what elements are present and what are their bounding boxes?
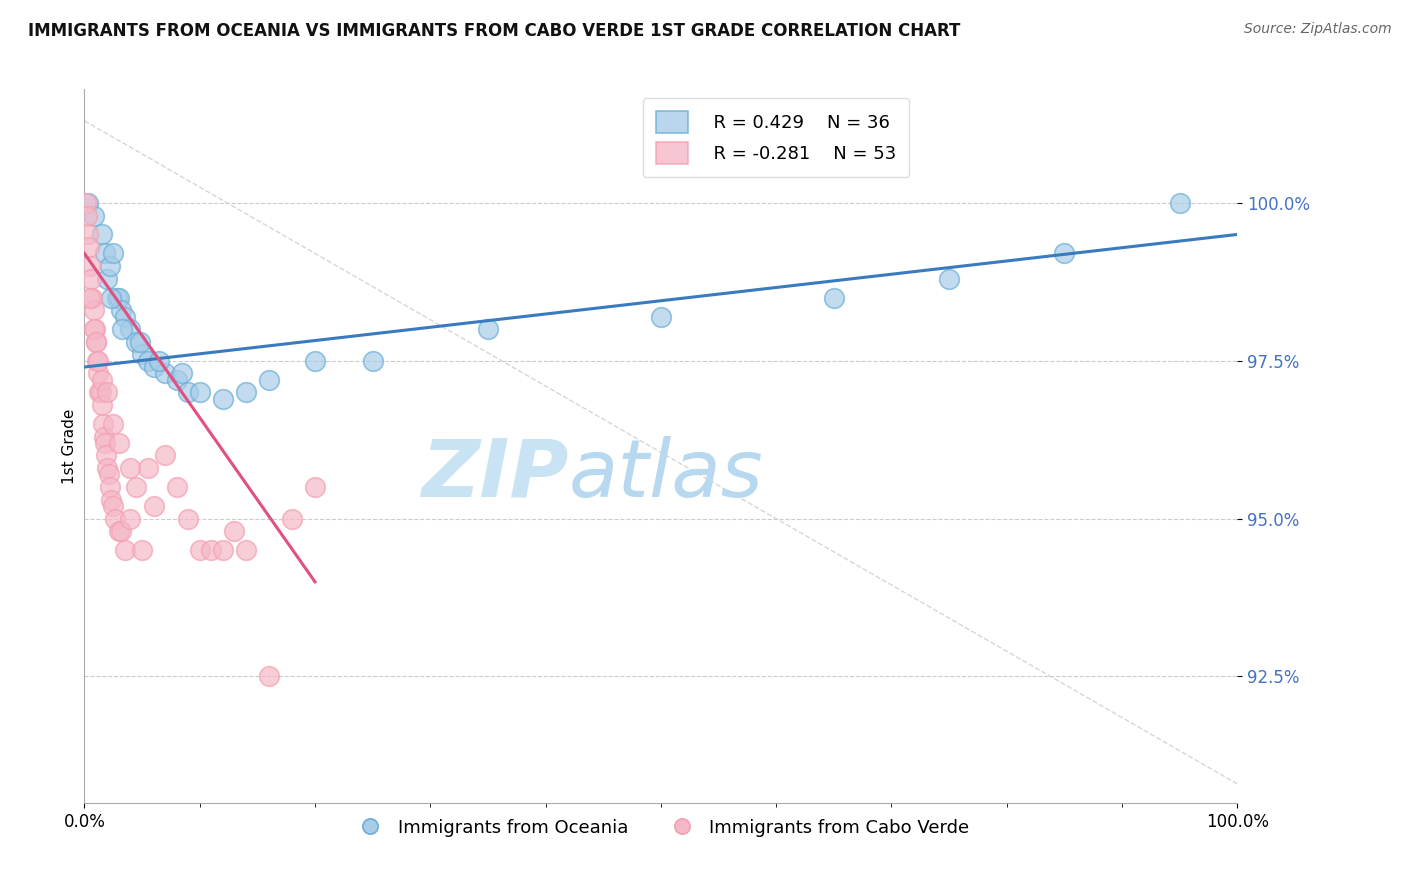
Point xyxy=(136,353,159,368)
Point xyxy=(938,271,960,285)
Point xyxy=(128,334,150,349)
Point xyxy=(76,209,98,223)
Point xyxy=(142,360,165,375)
Point xyxy=(257,373,280,387)
Point xyxy=(188,543,211,558)
Point xyxy=(200,543,222,558)
Point xyxy=(96,449,118,463)
Point xyxy=(103,417,124,431)
Point xyxy=(304,480,326,494)
Point xyxy=(75,195,97,210)
Point xyxy=(136,461,159,475)
Point xyxy=(87,367,110,381)
Point xyxy=(177,385,200,400)
Point xyxy=(1053,246,1076,260)
Point xyxy=(100,291,122,305)
Point xyxy=(131,543,153,558)
Point xyxy=(120,322,142,336)
Point xyxy=(211,543,233,558)
Point xyxy=(650,310,672,324)
Point xyxy=(83,303,105,318)
Point xyxy=(87,353,110,368)
Point xyxy=(79,291,101,305)
Point xyxy=(148,353,170,368)
Point xyxy=(153,449,176,463)
Point xyxy=(177,511,200,525)
Point xyxy=(235,385,257,400)
Point xyxy=(77,240,100,254)
Point xyxy=(90,398,112,412)
Point xyxy=(114,310,136,324)
Point xyxy=(110,303,132,318)
Point xyxy=(94,246,117,260)
Point xyxy=(76,195,98,210)
Point xyxy=(257,669,280,683)
Point xyxy=(304,353,326,368)
Point xyxy=(94,435,117,450)
Point xyxy=(89,385,111,400)
Point xyxy=(104,511,127,525)
Point xyxy=(235,543,257,558)
Point xyxy=(823,291,845,305)
Point xyxy=(166,373,188,387)
Point xyxy=(153,367,176,381)
Point xyxy=(97,467,120,482)
Point xyxy=(80,271,103,285)
Text: Source: ZipAtlas.com: Source: ZipAtlas.com xyxy=(1244,22,1392,37)
Point xyxy=(172,367,194,381)
Point xyxy=(142,499,165,513)
Legend: Immigrants from Oceania, Immigrants from Cabo Verde: Immigrants from Oceania, Immigrants from… xyxy=(344,812,977,844)
Point xyxy=(166,480,188,494)
Point xyxy=(79,259,101,273)
Point xyxy=(131,347,153,361)
Point xyxy=(83,322,105,336)
Point xyxy=(91,417,114,431)
Point xyxy=(76,227,98,242)
Point xyxy=(211,392,233,406)
Point xyxy=(108,291,131,305)
Point xyxy=(125,334,148,349)
Point xyxy=(477,322,499,336)
Point xyxy=(83,209,105,223)
Point xyxy=(83,322,105,336)
Point xyxy=(103,246,124,260)
Point xyxy=(90,373,112,387)
Y-axis label: 1st Grade: 1st Grade xyxy=(62,409,77,483)
Point xyxy=(82,291,104,305)
Point xyxy=(84,334,107,349)
Point xyxy=(1168,195,1191,210)
Point xyxy=(89,385,111,400)
Point xyxy=(93,429,115,443)
Point xyxy=(90,227,112,242)
Point xyxy=(111,322,134,336)
Point xyxy=(96,461,118,475)
Text: ZIP: ZIP xyxy=(422,435,568,514)
Point xyxy=(96,385,118,400)
Point xyxy=(361,353,384,368)
Point xyxy=(108,524,131,539)
Text: atlas: atlas xyxy=(568,435,763,514)
Point xyxy=(108,435,131,450)
Point xyxy=(86,353,108,368)
Point xyxy=(84,334,107,349)
Point xyxy=(105,291,128,305)
Point xyxy=(98,259,121,273)
Point xyxy=(98,480,121,494)
Point xyxy=(103,499,124,513)
Point xyxy=(224,524,246,539)
Point xyxy=(125,480,148,494)
Point xyxy=(120,511,142,525)
Text: IMMIGRANTS FROM OCEANIA VS IMMIGRANTS FROM CABO VERDE 1ST GRADE CORRELATION CHAR: IMMIGRANTS FROM OCEANIA VS IMMIGRANTS FR… xyxy=(28,22,960,40)
Point xyxy=(281,511,304,525)
Point xyxy=(100,492,122,507)
Point xyxy=(96,271,118,285)
Point xyxy=(120,461,142,475)
Point xyxy=(114,543,136,558)
Point xyxy=(110,524,132,539)
Point xyxy=(188,385,211,400)
